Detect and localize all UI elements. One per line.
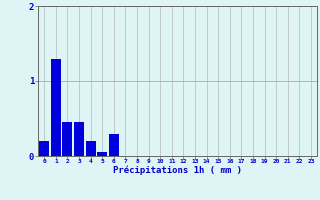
Bar [62, 122, 72, 156]
Bar [109, 134, 119, 156]
Bar [74, 122, 84, 156]
Bar [86, 141, 96, 156]
Bar [97, 152, 107, 156]
Bar [39, 141, 49, 156]
Bar [51, 58, 61, 156]
X-axis label: Précipitations 1h ( mm ): Précipitations 1h ( mm ) [113, 166, 242, 175]
